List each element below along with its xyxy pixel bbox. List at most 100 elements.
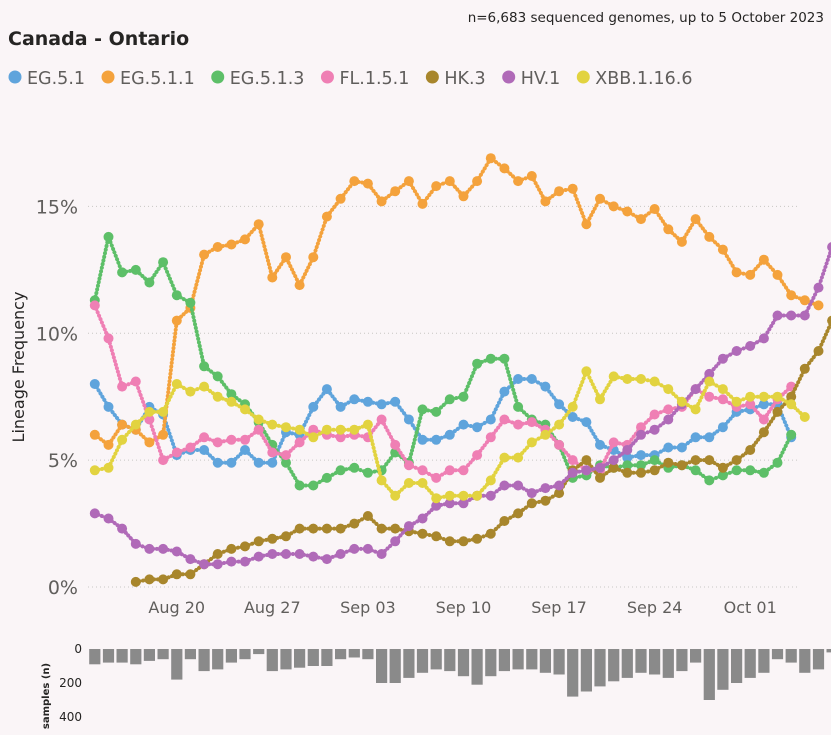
- data-point[interactable]: [485, 153, 496, 164]
- data-point[interactable]: [376, 414, 387, 425]
- data-point[interactable]: [649, 204, 660, 214]
- sample-bar[interactable]: [758, 649, 770, 673]
- sample-bar[interactable]: [335, 649, 347, 660]
- sample-bar[interactable]: [266, 649, 278, 672]
- data-point[interactable]: [403, 414, 414, 425]
- sample-bar[interactable]: [198, 649, 210, 672]
- data-point[interactable]: [253, 414, 264, 425]
- data-point[interactable]: [349, 424, 360, 435]
- sample-bar[interactable]: [799, 649, 811, 673]
- data-point[interactable]: [117, 434, 128, 445]
- data-point[interactable]: [731, 396, 742, 407]
- data-point[interactable]: [294, 480, 305, 491]
- data-point[interactable]: [485, 490, 496, 501]
- data-point[interactable]: [595, 472, 605, 483]
- data-point[interactable]: [321, 211, 332, 222]
- data-point[interactable]: [267, 419, 278, 430]
- data-point[interactable]: [499, 414, 510, 425]
- sample-bar[interactable]: [676, 649, 688, 672]
- sample-bar[interactable]: [771, 649, 784, 660]
- data-point[interactable]: [513, 176, 524, 187]
- data-point[interactable]: [786, 429, 797, 440]
- data-point[interactable]: [458, 391, 469, 402]
- data-point[interactable]: [458, 490, 469, 501]
- data-point[interactable]: [253, 219, 264, 230]
- data-point[interactable]: [89, 508, 100, 519]
- data-point[interactable]: [158, 543, 169, 554]
- sample-bar[interactable]: [744, 649, 756, 678]
- data-point[interactable]: [281, 252, 291, 263]
- data-point[interactable]: [390, 490, 401, 501]
- data-point[interactable]: [390, 536, 401, 547]
- data-point[interactable]: [431, 434, 442, 445]
- sample-bar[interactable]: [690, 649, 702, 663]
- data-point[interactable]: [403, 176, 414, 187]
- data-point[interactable]: [622, 445, 633, 455]
- data-point[interactable]: [608, 371, 619, 382]
- sample-bar[interactable]: [130, 649, 142, 665]
- data-point[interactable]: [567, 401, 578, 412]
- data-point[interactable]: [89, 429, 100, 440]
- data-point[interactable]: [704, 391, 715, 402]
- data-point[interactable]: [281, 450, 291, 461]
- data-point[interactable]: [663, 224, 674, 235]
- data-point[interactable]: [526, 417, 537, 428]
- data-point[interactable]: [676, 460, 687, 471]
- sample-bar[interactable]: [348, 649, 360, 658]
- data-point[interactable]: [458, 536, 469, 547]
- data-point[interactable]: [390, 396, 401, 407]
- data-point[interactable]: [799, 412, 810, 422]
- data-point[interactable]: [636, 429, 646, 440]
- data-point[interactable]: [212, 437, 223, 448]
- data-point[interactable]: [485, 414, 496, 425]
- data-point[interactable]: [731, 346, 742, 356]
- data-point[interactable]: [431, 531, 442, 542]
- data-point[interactable]: [390, 439, 401, 450]
- data-point[interactable]: [499, 452, 510, 463]
- data-point[interactable]: [717, 384, 728, 395]
- data-point[interactable]: [649, 424, 660, 435]
- data-point[interactable]: [117, 267, 128, 278]
- data-point[interactable]: [308, 401, 319, 412]
- data-point[interactable]: [799, 363, 810, 374]
- data-point[interactable]: [335, 424, 346, 435]
- data-point[interactable]: [199, 381, 210, 392]
- data-point[interactable]: [240, 541, 250, 552]
- sample-bar[interactable]: [731, 649, 743, 683]
- data-point[interactable]: [622, 452, 633, 463]
- data-point[interactable]: [199, 445, 210, 455]
- data-point[interactable]: [758, 427, 769, 438]
- data-point[interactable]: [130, 264, 141, 275]
- sample-bar[interactable]: [526, 649, 538, 670]
- data-point[interactable]: [103, 231, 114, 242]
- data-point[interactable]: [431, 406, 442, 417]
- data-point[interactable]: [226, 396, 237, 407]
- data-point[interactable]: [117, 381, 128, 392]
- data-point[interactable]: [636, 450, 646, 461]
- data-point[interactable]: [185, 569, 196, 580]
- data-point[interactable]: [158, 406, 169, 417]
- data-point[interactable]: [554, 419, 565, 430]
- data-point[interactable]: [89, 379, 100, 389]
- data-point[interactable]: [308, 252, 319, 263]
- sample-bar[interactable]: [253, 649, 265, 655]
- data-point[interactable]: [130, 376, 141, 387]
- data-point[interactable]: [444, 176, 455, 187]
- data-point[interactable]: [417, 478, 428, 488]
- data-point[interactable]: [622, 206, 633, 217]
- data-point[interactable]: [253, 536, 264, 547]
- data-point[interactable]: [526, 171, 537, 181]
- data-point[interactable]: [199, 432, 210, 443]
- legend-item-hv-1[interactable]: HV.1: [502, 69, 560, 89]
- data-point[interactable]: [772, 457, 783, 468]
- data-point[interactable]: [485, 353, 496, 364]
- data-point[interactable]: [444, 465, 455, 476]
- data-point[interactable]: [704, 432, 715, 443]
- data-point[interactable]: [321, 384, 332, 395]
- data-point[interactable]: [649, 455, 660, 466]
- data-point[interactable]: [690, 404, 701, 415]
- data-point[interactable]: [294, 280, 305, 291]
- data-point[interactable]: [417, 434, 428, 445]
- data-point[interactable]: [253, 551, 264, 562]
- data-point[interactable]: [431, 493, 442, 504]
